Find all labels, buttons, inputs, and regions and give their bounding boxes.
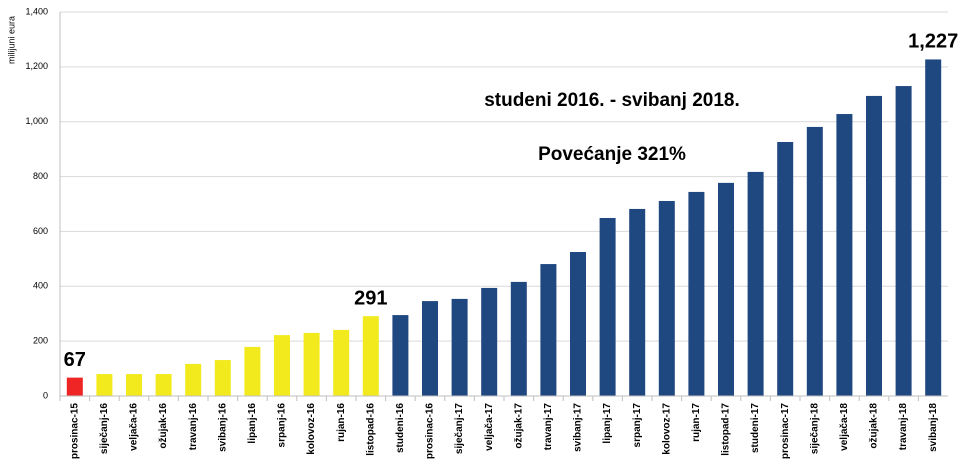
x-tick-label: prosinac-15 [69,403,80,460]
x-tick-label: ožujak-16 [158,403,169,449]
bar [422,301,438,396]
bar [244,346,261,396]
x-tick-label: veljača-18 [839,403,850,451]
x-tick-label: kolovoz-17 [661,403,672,455]
bar [777,142,794,396]
bar [540,264,557,396]
y-tick-label: 600 [33,226,48,236]
bar [658,200,675,396]
x-tick-label: siječanj-16 [99,403,110,455]
data-label: 291 [354,287,387,309]
data-label: 67 [64,349,86,371]
x-tick-label: siječanj-18 [809,403,820,455]
x-tick-label: ožujak-17 [513,403,524,449]
x-tick-label: srpanj-17 [632,403,643,448]
x-tick-label: lipanj-16 [247,403,258,444]
x-tick-label: listopad-16 [365,403,376,456]
x-tick-label: prosinac-17 [780,403,791,460]
bar [392,315,409,396]
bar [214,360,231,396]
x-tick-label: rujan-16 [336,403,347,442]
x-tick-label: studeni-17 [750,403,761,453]
bar [362,316,379,396]
bar [155,374,172,396]
y-axis-label: milijuni eura [6,16,16,64]
x-tick-label: listopad-17 [721,403,732,456]
bar [806,126,823,396]
x-tick-label: srpanj-16 [277,403,288,448]
x-tick-label: svibanj-16 [217,403,228,452]
y-tick-label: 400 [33,281,48,291]
bar [629,208,646,396]
x-tick-label: travanj-16 [188,403,199,451]
bar [925,59,942,397]
annotation: studeni 2016. - svibanj 2018. [484,90,740,111]
y-tick-label: 1,000 [25,116,48,126]
x-tick-label: prosinac-16 [425,403,436,460]
x-tick-label: travanj-18 [898,403,909,451]
y-tick-label: 800 [33,171,48,181]
y-tick-label: 1,400 [25,6,48,16]
x-tick-label: lipanj-17 [602,403,613,444]
x-tick-label: kolovoz-16 [306,403,317,455]
bar [66,377,83,396]
x-tick-label: studeni-16 [395,403,406,453]
bar [126,374,142,396]
bar [866,95,882,396]
x-tick-label: svibanj-18 [928,403,939,452]
x-tick-label: rujan-17 [691,403,702,442]
x-tick-label: siječanj-17 [454,403,465,455]
bar [747,171,764,396]
bar [333,329,350,396]
x-tick-label: travanj-17 [543,403,554,451]
bar [599,217,616,396]
bar [185,363,202,396]
data-label: 1,227 [908,31,958,53]
bar [836,114,853,396]
annotation: Povećanje 321% [538,144,686,165]
y-tick-label: 0 [43,390,48,400]
x-tick-label: veljača-17 [484,403,495,451]
bar [303,332,320,396]
bar [274,335,290,396]
bar [481,287,498,396]
bar [688,191,705,396]
bar [96,374,113,396]
bar [570,252,586,396]
bar [718,182,734,396]
x-tick-label: ožujak-18 [869,403,880,449]
y-tick-label: 200 [33,336,48,346]
x-tick-label: veljača-16 [129,403,140,451]
x-tick-label: svibanj-17 [573,403,584,452]
bar [451,298,468,396]
bar [895,86,912,397]
bar [510,281,527,396]
y-tick-label: 1,200 [25,61,48,71]
